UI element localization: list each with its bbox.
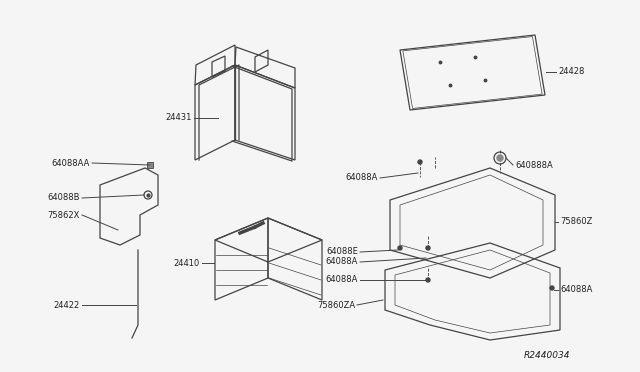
Text: 24422: 24422 — [54, 301, 80, 310]
Circle shape — [418, 160, 422, 164]
Text: 64088A: 64088A — [326, 276, 358, 285]
Text: 64088A: 64088A — [346, 173, 378, 183]
Circle shape — [550, 286, 554, 290]
Text: 75860Z: 75860Z — [560, 218, 593, 227]
Text: R2440034: R2440034 — [524, 350, 570, 359]
Text: 640888A: 640888A — [515, 160, 553, 170]
Text: 24428: 24428 — [558, 67, 584, 77]
Circle shape — [497, 155, 503, 161]
Text: 75862X: 75862X — [47, 211, 80, 219]
Circle shape — [426, 246, 430, 250]
Text: 64088A: 64088A — [560, 285, 593, 295]
Text: 24431: 24431 — [166, 113, 192, 122]
Text: 64088E: 64088E — [326, 247, 358, 257]
Circle shape — [398, 246, 402, 250]
Text: 64088AA: 64088AA — [52, 158, 90, 167]
Text: 64088B: 64088B — [47, 193, 80, 202]
Circle shape — [426, 278, 430, 282]
Text: 75860ZA: 75860ZA — [317, 301, 355, 310]
Text: 64088A: 64088A — [326, 257, 358, 266]
Text: 24410: 24410 — [173, 259, 200, 267]
